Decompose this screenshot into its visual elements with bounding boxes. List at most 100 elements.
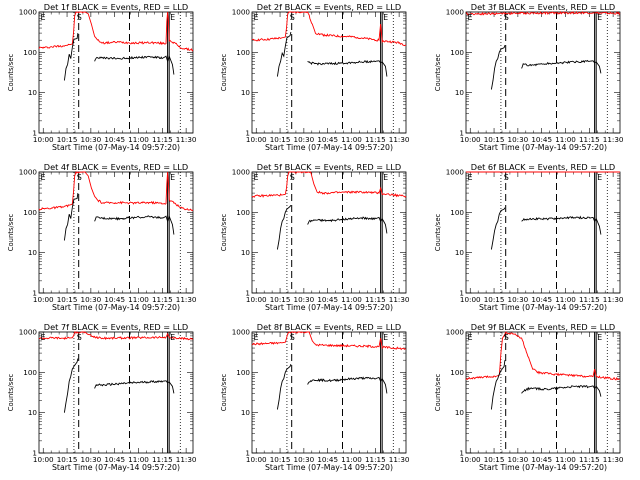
plot-frame: [465, 331, 621, 454]
plot-frame: [465, 11, 621, 134]
x-tick-label: 10:15: [484, 295, 505, 304]
marker-label-left: E: [468, 13, 473, 22]
x-tick-label: 10:45: [531, 135, 552, 144]
panel-det-5: Det 5f BLACK = Events, RED = LLD Counts/s…: [220, 162, 410, 312]
lld-series-line: [38, 171, 194, 212]
x-tick-label: 11:15: [152, 135, 173, 144]
plot-frame: [38, 171, 194, 294]
y-tick-label: 1000: [19, 168, 38, 177]
events-series-line: [490, 45, 506, 90]
x-tick-label: 11:15: [579, 135, 600, 144]
events-series-line: [276, 31, 292, 77]
x-axis-label: Start Time (07-May-14 09:57:20): [265, 303, 393, 312]
x-tick-label: 10:00: [460, 135, 481, 144]
y-tick-label: 100: [23, 48, 37, 57]
panel-title: Det 7f BLACK = Events, RED = LLD: [44, 322, 188, 332]
y-tick-label: 100: [450, 368, 464, 377]
y-tick-label: 100: [23, 208, 37, 217]
x-tick-label: 11:30: [176, 455, 197, 464]
panel-det-3: Det 3f BLACK = Events, RED = LLD Counts/s…: [434, 2, 624, 152]
y-tick-label: 10: [28, 248, 38, 257]
x-tick-label: 11:00: [128, 455, 149, 464]
y-tick-label: 1000: [232, 328, 251, 337]
events-series-line: [63, 33, 79, 81]
panel-title: Det 8f BLACK = Events, RED = LLD: [257, 322, 401, 332]
lld-series-line: [251, 11, 406, 47]
y-tick-label: 10: [28, 408, 38, 417]
x-tick-label: 11:30: [603, 135, 624, 144]
x-tick-label: 10:30: [294, 135, 315, 144]
plot-frame: [465, 171, 621, 294]
x-tick-label: 10:00: [246, 455, 267, 464]
events-series-line: [276, 363, 292, 410]
y-tick-label: 1: [245, 289, 250, 298]
x-tick-label: 11:30: [176, 135, 197, 144]
events-series-line: [521, 385, 602, 397]
marker-label-left: E: [41, 173, 46, 182]
y-tick-label: 1: [32, 289, 37, 298]
x-tick-label: 10:00: [460, 455, 481, 464]
y-tick-label: 1000: [446, 328, 465, 337]
y-axis-label: Counts/sec: [434, 54, 442, 92]
marker-label-right: E: [383, 13, 388, 22]
marker-label-sep: S: [290, 333, 295, 342]
events-series-line: [521, 215, 602, 235]
marker-label-left: E: [254, 173, 259, 182]
y-axis-label: Counts/sec: [434, 374, 442, 412]
y-tick-label: 100: [236, 208, 250, 217]
x-tick-label: 11:30: [603, 295, 624, 304]
x-tick-label: 10:30: [294, 455, 315, 464]
marker-label-right: E: [383, 333, 388, 342]
lld-series-line: [465, 10, 621, 16]
x-axis-label: Start Time (07-May-14 09:57:20): [479, 143, 607, 152]
x-tick-label: 11:00: [341, 455, 362, 464]
x-tick-label: 10:45: [104, 295, 125, 304]
panel-det-2: Det 2f BLACK = Events, RED = LLD Counts/s…: [220, 2, 410, 152]
y-tick-label: 1: [459, 129, 464, 138]
x-tick-label: 10:15: [270, 295, 291, 304]
x-tick-label: 10:15: [270, 455, 291, 464]
plot-frame: [38, 11, 194, 134]
x-tick-label: 10:30: [294, 295, 315, 304]
x-tick-label: 11:00: [555, 455, 576, 464]
y-axis-label: Counts/sec: [220, 214, 228, 252]
x-tick-label: 11:30: [389, 135, 410, 144]
marker-label-sep: S: [77, 333, 82, 342]
panel-det-9: Det 9f BLACK = Events, RED = LLD Counts/s…: [434, 322, 624, 472]
lld-series-line: [38, 11, 194, 52]
marker-label-right: E: [170, 333, 175, 342]
y-tick-label: 1: [32, 449, 37, 458]
marker-label-sep: S: [290, 173, 295, 182]
events-series-line: [94, 54, 175, 75]
y-tick-label: 1000: [19, 8, 38, 17]
x-tick-label: 11:00: [128, 135, 149, 144]
x-tick-label: 10:00: [246, 135, 267, 144]
x-axis-label: Start Time (07-May-14 09:57:20): [265, 463, 393, 472]
marker-label-left: E: [254, 13, 259, 22]
x-tick-label: 10:30: [508, 455, 529, 464]
x-tick-label: 10:45: [317, 455, 338, 464]
x-tick-label: 10:30: [81, 295, 102, 304]
plot-frame: [38, 331, 194, 454]
x-axis-label: Start Time (07-May-14 09:57:20): [265, 143, 393, 152]
marker-label-right: E: [597, 173, 602, 182]
events-series-line: [63, 358, 79, 413]
x-tick-label: 10:15: [270, 135, 291, 144]
events-series-line: [490, 207, 506, 250]
panel-det-1: Det 1f BLACK = Events, RED = LLD Counts/s…: [7, 2, 197, 152]
panel-det-7: Det 7f BLACK = Events, RED = LLD Counts/s…: [7, 322, 197, 472]
marker-label-sep: S: [77, 173, 82, 182]
panel-title: Det 3f BLACK = Events, RED = LLD: [471, 2, 615, 12]
y-tick-label: 10: [28, 88, 38, 97]
lld-series-line: [251, 171, 407, 198]
y-axis-label: Counts/sec: [220, 54, 228, 92]
marker-label-right: E: [383, 173, 388, 182]
marker-label-left: E: [468, 333, 473, 342]
y-tick-label: 1: [245, 449, 250, 458]
marker-label-left: E: [468, 173, 473, 182]
x-tick-label: 10:00: [33, 455, 54, 464]
x-tick-label: 11:15: [365, 455, 386, 464]
marker-label-sep: S: [504, 173, 509, 182]
y-tick-label: 1: [459, 289, 464, 298]
